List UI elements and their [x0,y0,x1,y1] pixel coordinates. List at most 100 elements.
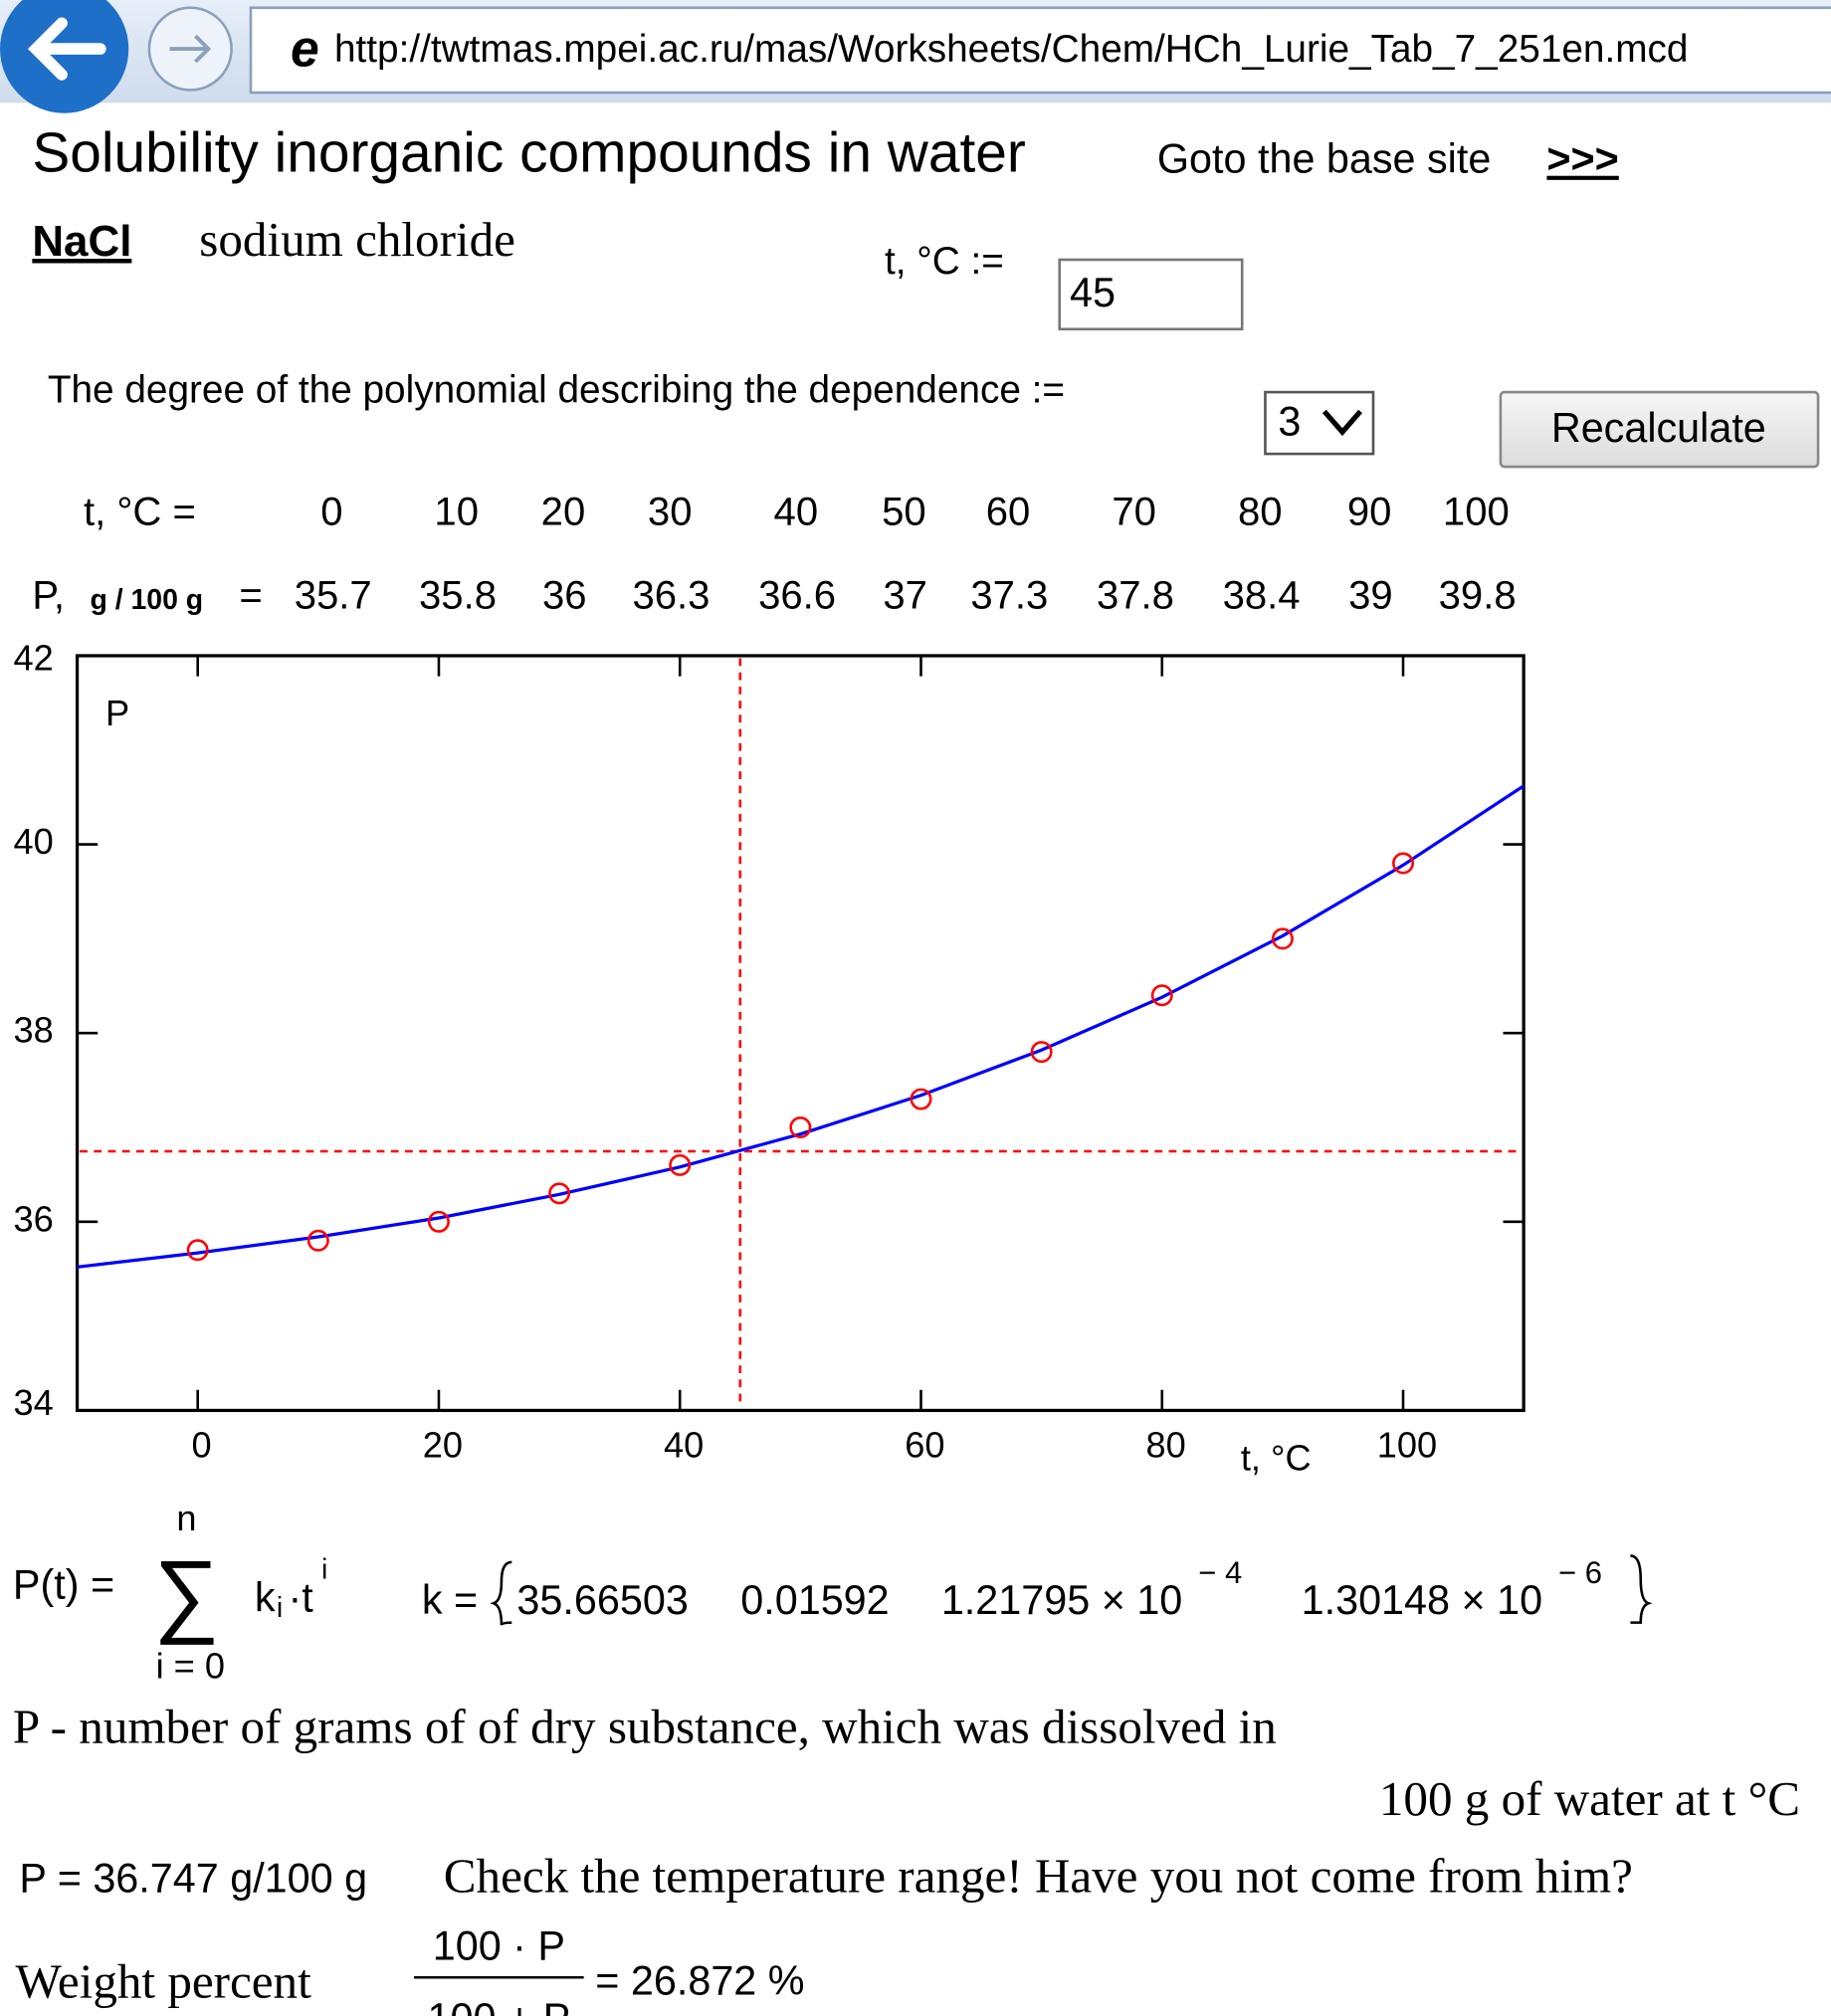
temp-input[interactable] [1058,258,1244,331]
term-sub: i [277,1592,283,1624]
k-exponent: − 4 [1198,1555,1242,1590]
open-bracket [490,1560,512,1626]
k-exponent: − 6 [1558,1555,1602,1590]
goto-text: Goto the base site [1157,136,1491,182]
x-tick-label: 40 [664,1424,704,1465]
compound-name: sodium chloride [199,212,515,267]
y-tick-label: 42 [14,638,54,679]
data-point [1150,984,1173,1007]
fit-curve [77,784,1526,1269]
table-cell: 35.7 [295,573,372,617]
weight-label: Weight percent [16,1954,312,2009]
p-row-unit: g / 100 g [90,584,203,616]
table-cell: 37 [883,573,927,617]
temp-label: t, °C := [885,240,1004,283]
term-mid: ·t [288,1575,313,1621]
y-tick-label: 36 [14,1198,54,1239]
table-cell: 36.6 [758,573,836,617]
x-tick-label: 100 [1377,1424,1437,1465]
sigma: ∑ [153,1541,219,1645]
table-cell: 38.4 [1223,573,1301,617]
data-point [669,1153,692,1176]
back-button[interactable] [0,0,129,113]
table-cell: 80 [1238,490,1283,533]
data-table: 0 10 20 30 40 50 60 70 80 90 100 35.7 35.8 36 36.3 36.6… [295,490,1517,617]
x-tick-label: 60 [905,1424,944,1465]
denominator: 100 + P [428,1995,571,2016]
table-cell: 35.8 [419,573,497,617]
back-icon [27,17,106,81]
data-point [427,1210,450,1233]
data-point [306,1229,329,1252]
table-cell: 40 [774,490,819,533]
data-point [186,1239,209,1262]
warning: Check the temperature range! Have you no… [444,1849,1633,1904]
p-row-label: P, [32,573,65,617]
table-cell: 100 [1443,490,1510,533]
table-cell: 70 [1112,490,1156,533]
recalculate-button[interactable] [1499,390,1820,469]
k-value: 1.21795 × 10 [941,1577,1182,1623]
k-vector: 35.66503 0.01592 1.21795 × 10 − 4 1.30148 × … [516,1555,1602,1623]
x-tick-label: 80 [1146,1424,1186,1465]
x-axis-label: t, °C [1241,1437,1312,1478]
close-bracket [1630,1554,1653,1624]
term: k [255,1575,276,1621]
sum-bottom: i = 0 [156,1646,225,1687]
plot-frame [75,654,1526,1413]
description-line: 100 g of water at t °C [1379,1771,1800,1826]
address-bar[interactable] [249,6,1831,95]
degree-label: The degree of the polynomial describing … [48,368,1065,411]
table-cell: 36 [542,573,587,617]
button-label: Recalculate [1551,405,1766,451]
weight-result: = 26.872 % [595,1958,804,2004]
x-tick-label: 0 [192,1424,212,1465]
table-cell: 50 [882,490,926,533]
table-cell: 90 [1347,490,1392,533]
sum-top: n [176,1498,196,1538]
select-arrow [1322,409,1363,437]
formula-link[interactable]: NaCl [32,217,131,266]
table-cell: 30 [648,490,693,533]
y-tick-label: 38 [14,1010,54,1051]
page-title: Solubility inorganic compounds in water [32,122,1025,185]
t-row-label: t, °C = [84,490,196,533]
data-point [1392,852,1415,875]
chart: 0 20 40 60 80 100 34 36 38 40 42 Pt, °C [14,638,1526,1478]
data-point [910,1088,932,1110]
x-tick-label: 20 [423,1424,463,1465]
table-cell: 37.8 [1097,573,1174,617]
data-point [789,1116,812,1138]
table-cell: 60 [986,490,1031,533]
p-row-eq: = [239,573,262,617]
y-tick-label: 40 [14,821,54,862]
table-cell: 20 [541,490,586,533]
k-value: 0.01592 [740,1577,889,1623]
table-cell: 36.3 [633,573,711,617]
description-line: P - number of grams of of dry substance,… [13,1700,1277,1754]
table-cell: 10 [434,490,479,533]
k-value: 35.66503 [516,1577,688,1623]
numerator: 100 · P [433,1923,565,1969]
k-label: k = [422,1577,478,1623]
result: P = 36.747 g/100 g [19,1855,367,1901]
degree-value: 3 [1278,398,1301,444]
data-point [548,1182,571,1205]
data-point [1271,927,1294,950]
y-axis-label: P [105,693,129,733]
url: http://twtmas.mpei.ac.ru/mas/Worksheets/… [334,28,1688,71]
y-tick-label: 34 [14,1382,54,1423]
table-cell: 39 [1348,573,1393,617]
k-value: 1.30148 × 10 [1302,1577,1542,1623]
table-cell: 0 [320,490,342,533]
degree-select[interactable] [1264,390,1375,456]
ie-icon: e [291,20,319,78]
forward-icon [169,34,212,64]
temp-value: 45 [1070,270,1116,315]
base-site-link[interactable]: >>> [1546,136,1618,182]
table-cell: 39.8 [1439,573,1517,617]
table-cell: 37.3 [970,573,1048,617]
term-sup: i [321,1553,327,1585]
